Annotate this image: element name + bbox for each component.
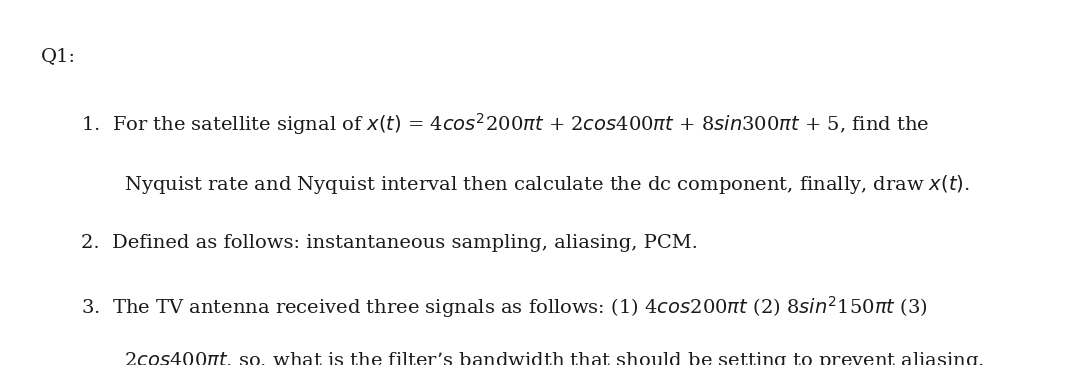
Text: 3.  The TV antenna received three signals as follows: (1) 4$cos$200$\pi t$ (2) 8: 3. The TV antenna received three signals… bbox=[81, 294, 928, 320]
Text: 1.  For the satellite signal of $x(t)$ = 4$cos^{2}$200$\pi t$ + 2$cos$400$\pi t$: 1. For the satellite signal of $x(t)$ = … bbox=[81, 111, 929, 137]
Text: 2$cos$400$\pi t$, so, what is the filter’s bandwidth that should be setting to p: 2$cos$400$\pi t$, so, what is the filter… bbox=[124, 350, 984, 365]
Text: Nyquist rate and Nyquist interval then calculate the dc component, finally, draw: Nyquist rate and Nyquist interval then c… bbox=[124, 173, 970, 196]
Text: Q1:: Q1: bbox=[41, 47, 76, 65]
Text: 2.  Defined as follows: instantaneous sampling, aliasing, PCM.: 2. Defined as follows: instantaneous sam… bbox=[81, 234, 698, 251]
